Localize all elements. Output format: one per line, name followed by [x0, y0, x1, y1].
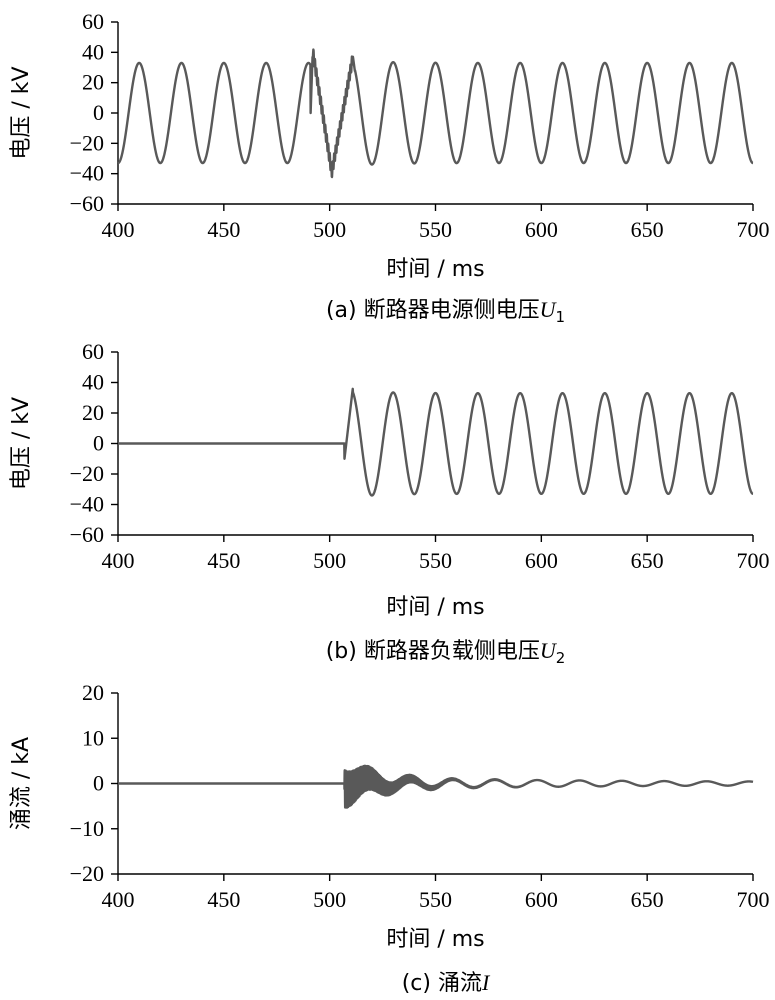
x-tick-label: 550	[419, 217, 452, 242]
panel-caption: (b) 断路器负载侧电压U2	[326, 638, 566, 667]
y-axis-label: 电压 / kV	[9, 66, 34, 159]
y-tick-label: −20	[70, 861, 104, 886]
x-tick-label: 700	[737, 217, 770, 242]
panel-caption: (a) 断路器电源侧电压U1	[326, 297, 565, 326]
y-axis-label: 电压 / kV	[9, 397, 34, 490]
panel-caption: (c) 涌流I	[402, 970, 491, 996]
x-tick-label: 650	[631, 548, 664, 573]
series-line-1	[116, 764, 755, 809]
x-tick-label: 450	[207, 548, 240, 573]
y-tick-label: 60	[82, 9, 104, 34]
y-tick-label: −40	[70, 161, 104, 186]
x-tick-label: 600	[525, 217, 558, 242]
y-tick-label: 0	[93, 100, 104, 125]
y-tick-label: −20	[70, 130, 104, 155]
y-tick-label: 0	[93, 431, 104, 456]
series-line-1	[117, 387, 754, 497]
x-tick-label: 400	[102, 217, 135, 242]
y-axis-label: 涌流 / kA	[9, 737, 34, 830]
x-tick-label: 500	[313, 887, 346, 912]
x-axis-label: 时间 / ms	[386, 257, 484, 282]
y-tick-label: −40	[70, 492, 104, 517]
y-tick-label: −20	[70, 461, 104, 486]
y-tick-label: −10	[70, 816, 104, 841]
x-tick-label: 650	[631, 887, 664, 912]
y-tick-label: 40	[82, 370, 104, 395]
y-tick-label: 0	[93, 771, 104, 796]
y-tick-label: −60	[70, 191, 104, 216]
x-tick-label: 550	[419, 887, 452, 912]
x-tick-label: 650	[631, 217, 664, 242]
x-tick-label: 500	[313, 548, 346, 573]
x-axis-label: 时间 / ms	[386, 927, 484, 952]
x-axis-label: 时间 / ms	[386, 595, 484, 620]
y-tick-label: 20	[82, 680, 104, 705]
series-line-1	[117, 48, 754, 179]
y-tick-label: 40	[82, 39, 104, 64]
x-tick-label: 450	[207, 217, 240, 242]
x-tick-label: 500	[313, 217, 346, 242]
x-tick-label: 450	[207, 887, 240, 912]
x-tick-label: 400	[102, 548, 135, 573]
x-tick-label: 600	[525, 887, 558, 912]
x-tick-label: 400	[102, 887, 135, 912]
y-tick-label: 20	[82, 70, 104, 95]
x-tick-label: 700	[737, 548, 770, 573]
y-tick-label: 60	[82, 339, 104, 364]
y-tick-label: 20	[82, 400, 104, 425]
x-tick-label: 550	[419, 548, 452, 573]
x-tick-label: 600	[525, 548, 558, 573]
y-tick-label: 10	[82, 725, 104, 750]
x-tick-label: 700	[737, 887, 770, 912]
y-tick-label: −60	[70, 522, 104, 547]
